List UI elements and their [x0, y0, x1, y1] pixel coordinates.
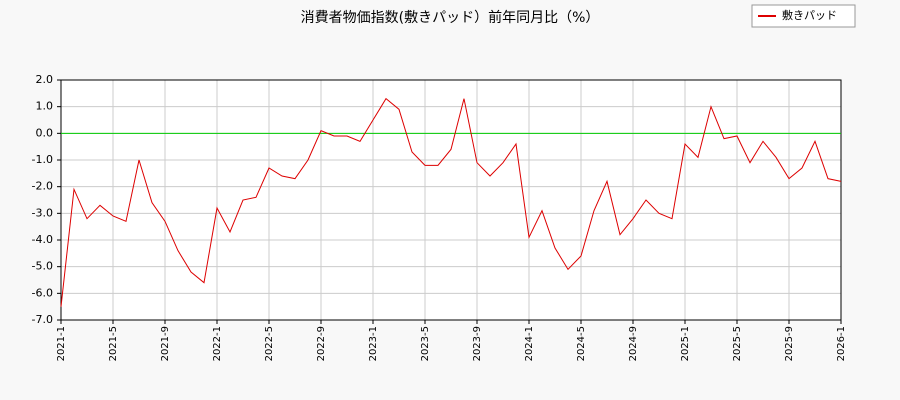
x-tick-label: 2023-1 — [368, 326, 379, 361]
y-tick-label: 1.0 — [36, 100, 54, 113]
x-tick-label: 2023-9 — [472, 326, 483, 361]
x-tick-label: 2025-9 — [784, 326, 795, 361]
x-tick-label: 2026-1 — [836, 326, 847, 361]
x-tick-label: 2022-5 — [264, 326, 275, 361]
x-tick-label: 2023-5 — [420, 326, 431, 361]
y-tick-label: -5.0 — [32, 260, 53, 273]
plot-area — [61, 80, 841, 320]
x-tick-label: 2024-9 — [628, 326, 639, 361]
plot-frame — [60, 79, 842, 321]
x-tick-label: 2021-5 — [108, 326, 119, 361]
legend-box — [751, 4, 856, 28]
y-tick-label: -1.0 — [32, 153, 53, 166]
y-tick-label: 2.0 — [36, 73, 54, 86]
y-tick-label: -2.0 — [32, 180, 53, 193]
data-line — [60, 97, 842, 307]
x-tick-label: 2024-5 — [576, 326, 587, 361]
x-tick-label: 2022-9 — [316, 326, 327, 361]
y-tick-label: -6.0 — [32, 286, 53, 299]
legend: 敷きパッド — [751, 4, 856, 28]
chart-title: 消費者物価指数(敷きパッド）前年同月比（%） — [301, 9, 600, 26]
y-tick-label: -4.0 — [32, 233, 53, 246]
x-tick-label: 2021-1 — [56, 326, 67, 361]
legend-label: 敷きパッド — [782, 8, 837, 22]
y-tick-label: 0.0 — [36, 126, 54, 139]
x-tick-label: 2022-1 — [212, 326, 223, 361]
x-tick-label: 2025-5 — [732, 326, 743, 361]
x-tick-label: 2025-1 — [680, 326, 691, 361]
x-tick-label: 2021-9 — [160, 326, 171, 361]
y-tick-label: -7.0 — [32, 313, 53, 326]
x-tick-label: 2024-1 — [524, 326, 535, 361]
y-tick-label: -3.0 — [32, 206, 53, 219]
